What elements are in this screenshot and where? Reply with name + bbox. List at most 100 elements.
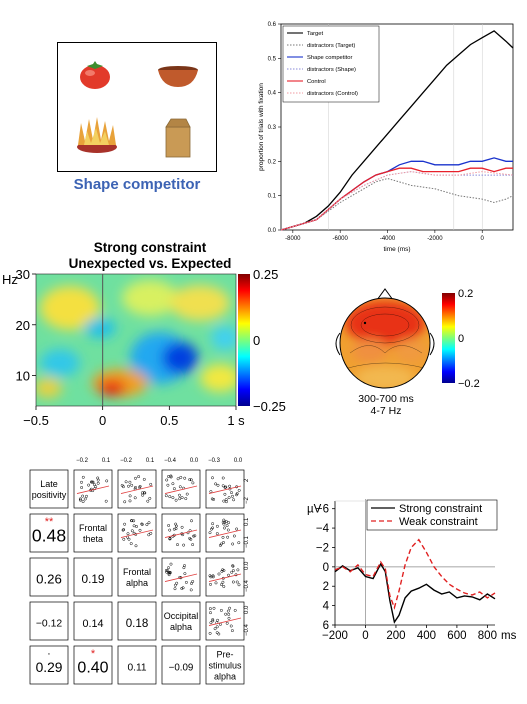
scatter-point: [145, 523, 149, 527]
correlation-value: 0.14: [82, 618, 103, 630]
scatter-point: [225, 524, 229, 528]
erp-series-line: [334, 538, 496, 610]
scatter-point: [81, 475, 85, 479]
scatter-point: [216, 483, 220, 487]
erp-legend-box: [366, 499, 498, 531]
erp-x-tick: −200: [322, 630, 348, 642]
scatter-point: [148, 496, 152, 500]
correlation-cell: [29, 601, 69, 641]
scatter-point: [225, 621, 229, 625]
scatter-point: [217, 632, 221, 636]
scatter-point: [168, 495, 172, 499]
tf-colorbar-label: 0.25: [253, 268, 278, 282]
scatter-point: [215, 625, 219, 629]
correlation-value: 0.48: [32, 525, 66, 545]
scatter-point: [222, 499, 226, 503]
tomato-icon: [80, 61, 110, 89]
scatter-point: [230, 570, 234, 574]
regression-line: [208, 529, 242, 538]
erp-series-line: [334, 562, 496, 624]
correlation-value: −0.12: [36, 619, 63, 630]
correlation-cell: [29, 557, 69, 597]
correlation-cell: [73, 601, 113, 641]
scatter-point: [178, 493, 181, 497]
scatter-point: [231, 494, 234, 498]
scatter-point: [123, 500, 127, 504]
scatter-point: [217, 572, 221, 576]
correlation-top-tick: −0.2: [76, 458, 89, 464]
scatter-point: [140, 522, 144, 526]
scatter-point: [132, 519, 136, 523]
topography-window-label: 300-700 ms: [358, 393, 413, 405]
erp-y-tick: 0: [323, 562, 329, 574]
scatter-point: [96, 481, 100, 485]
scatter-point: [174, 498, 178, 502]
scatter-point: [210, 497, 214, 501]
correlation-variable-label: Frontal: [123, 567, 151, 577]
scatter-point: [166, 483, 170, 487]
scatter-point: [182, 566, 186, 570]
tf-y-unit: Hz: [2, 272, 18, 287]
scatter-point: [224, 612, 228, 616]
scatter-point: [211, 522, 215, 526]
scatter-point: [128, 499, 132, 503]
scatter-point: [221, 476, 225, 480]
scatter-point: [214, 482, 218, 486]
scatter-point: [212, 497, 216, 501]
erp-x-tick: 800: [478, 630, 497, 642]
scatter-point: [174, 527, 178, 531]
fixation-x-tick: -2000: [427, 236, 443, 242]
tf-x-tick: 0.5: [160, 413, 178, 428]
fixation-y-tick: 0.6: [268, 22, 277, 28]
scatter-point: [105, 479, 109, 483]
scatter-point: [78, 497, 82, 501]
correlation-cell: [117, 645, 157, 685]
scatter-point: [168, 571, 172, 575]
scatter-point: [140, 522, 144, 526]
scatter-point: [227, 521, 231, 525]
scatter-point: [178, 485, 182, 489]
scatter-point: [183, 572, 187, 576]
scatter-point: [78, 498, 82, 502]
scatter-point: [237, 488, 241, 492]
erp-line-chart: −200 0 200 400 600 800 ms −6 −4 −2 0 2 4 6 µV Strong c…: [307, 499, 517, 642]
scatter-point: [191, 580, 195, 583]
correlation-value: 0.11: [127, 663, 146, 674]
scatter-point: [226, 535, 230, 539]
correlation-right-tick: −0.1: [244, 535, 250, 548]
scatter-point: [132, 524, 136, 528]
correlation-top-tick: −0.3: [208, 458, 221, 464]
scatter-point: [92, 483, 96, 487]
correlation-top-tick: 0.1: [146, 458, 155, 464]
scatter-point: [183, 476, 187, 480]
scatter-point: [211, 574, 215, 578]
scatter-point: [91, 480, 95, 484]
scatter-point: [133, 496, 137, 500]
tf-heatmap: [36, 274, 236, 406]
fixation-legend-box: [282, 25, 380, 103]
tf-x-tick: 0: [99, 413, 106, 428]
scatter-point: [231, 580, 235, 584]
scatter-point: [193, 534, 197, 538]
fixation-y-tick: 0.3: [268, 125, 277, 131]
scatter-point: [222, 541, 225, 544]
erp-x-tick: 400: [417, 630, 436, 642]
scatter-point: [208, 607, 212, 611]
scatter-point: [171, 482, 175, 486]
erp-legend-label: Weak constraint: [399, 516, 478, 528]
correlation-variable-label: theta: [83, 534, 103, 544]
scatter-point: [231, 542, 235, 546]
tf-colorbar: [238, 274, 250, 406]
correlation-cell: [205, 645, 245, 685]
scatter-point: [186, 531, 190, 535]
correlation-cell: [73, 557, 113, 597]
scatter-point: [146, 499, 150, 503]
scatter-point: [214, 581, 218, 585]
scatter-point: [164, 568, 168, 572]
scatter-point: [137, 475, 141, 479]
scatter-point: [127, 537, 131, 541]
scatter-point: [126, 532, 130, 536]
scatter-point: [209, 611, 212, 615]
scatter-point: [167, 524, 171, 527]
scatter-point: [167, 573, 171, 577]
